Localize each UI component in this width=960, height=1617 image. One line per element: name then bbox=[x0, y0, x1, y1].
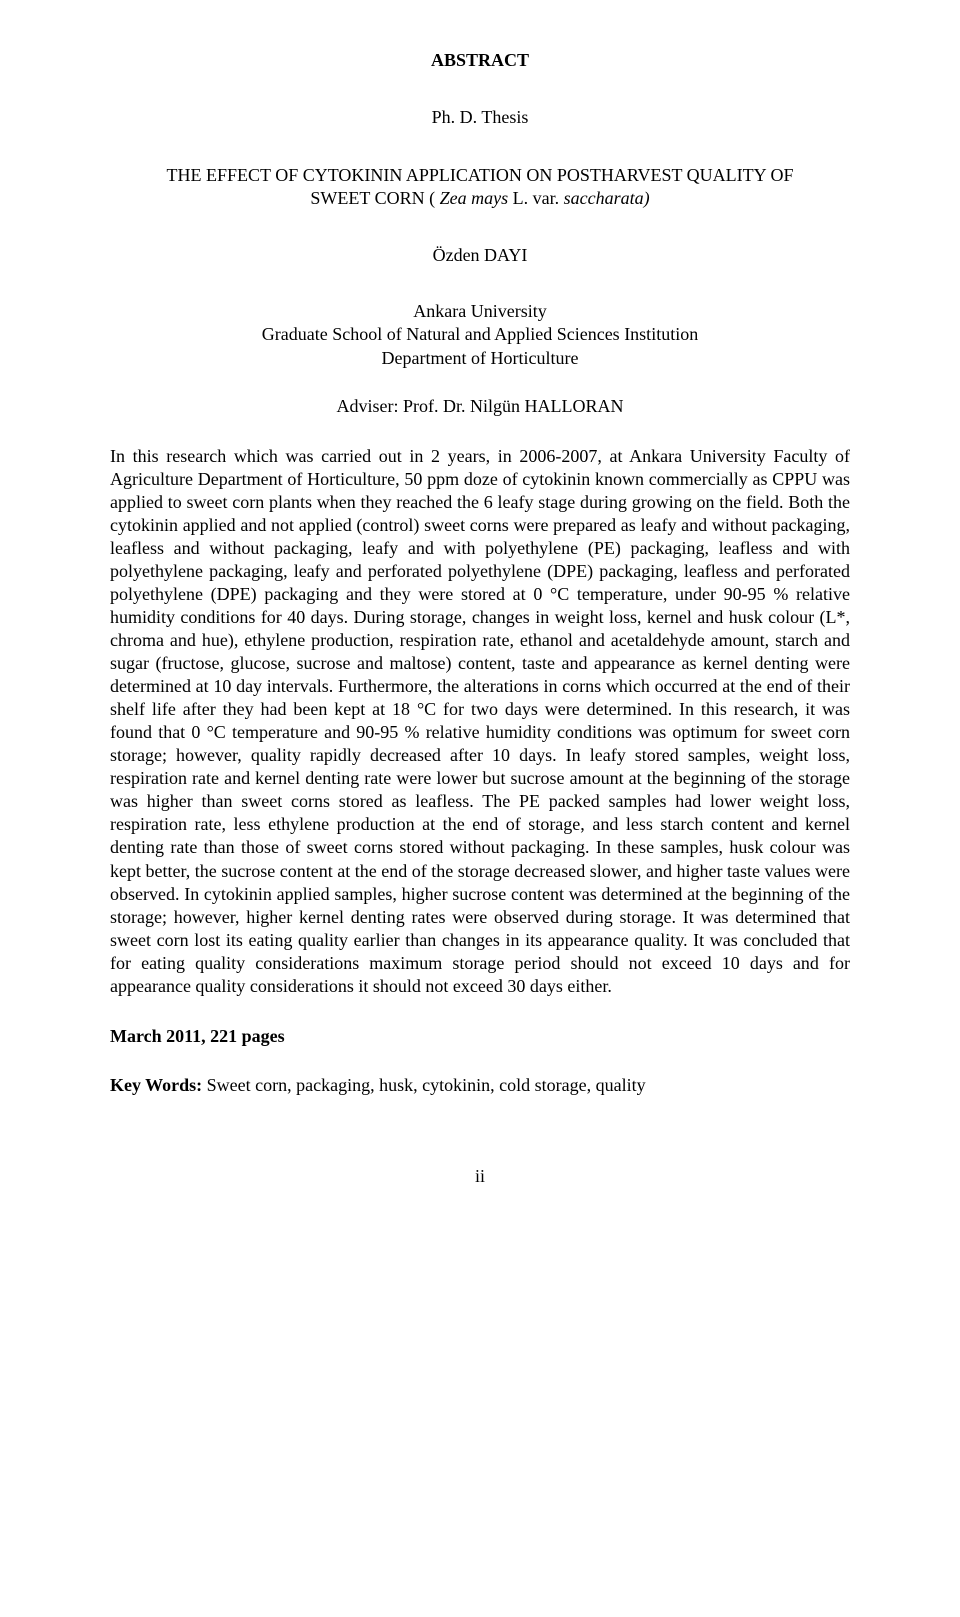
abstract-body: In this research which was carried out i… bbox=[110, 445, 850, 998]
affil-line3: Department of Horticulture bbox=[382, 348, 579, 368]
title-line1: THE EFFECT OF CYTOKININ APPLICATION ON P… bbox=[167, 165, 794, 185]
affiliation: Ankara University Graduate School of Nat… bbox=[110, 300, 850, 370]
author-name: Özden DAYI bbox=[110, 245, 850, 266]
keywords-line: Key Words: Sweet corn, packaging, husk, … bbox=[110, 1075, 850, 1096]
page-container: ABSTRACT Ph. D. Thesis THE EFFECT OF CYT… bbox=[0, 0, 960, 1227]
date-pages: March 2011, 221 pages bbox=[110, 1026, 850, 1047]
page-number: ii bbox=[110, 1166, 850, 1187]
affil-line1: Ankara University bbox=[413, 301, 546, 321]
title-line2-b: L. var. bbox=[508, 188, 564, 208]
title-line2-latin2: saccharata) bbox=[564, 188, 650, 208]
keywords-text: Sweet corn, packaging, husk, cytokinin, … bbox=[207, 1075, 646, 1095]
thesis-type: Ph. D. Thesis bbox=[110, 107, 850, 128]
affil-line2: Graduate School of Natural and Applied S… bbox=[262, 324, 698, 344]
abstract-heading: ABSTRACT bbox=[110, 50, 850, 71]
title-line2-latin1: Zea mays bbox=[440, 188, 509, 208]
adviser-line: Adviser: Prof. Dr. Nilgün HALLORAN bbox=[110, 396, 850, 417]
title-line2-a: SWEET CORN ( bbox=[310, 188, 439, 208]
thesis-title: THE EFFECT OF CYTOKININ APPLICATION ON P… bbox=[110, 164, 850, 211]
keywords-label: Key Words: bbox=[110, 1075, 207, 1095]
